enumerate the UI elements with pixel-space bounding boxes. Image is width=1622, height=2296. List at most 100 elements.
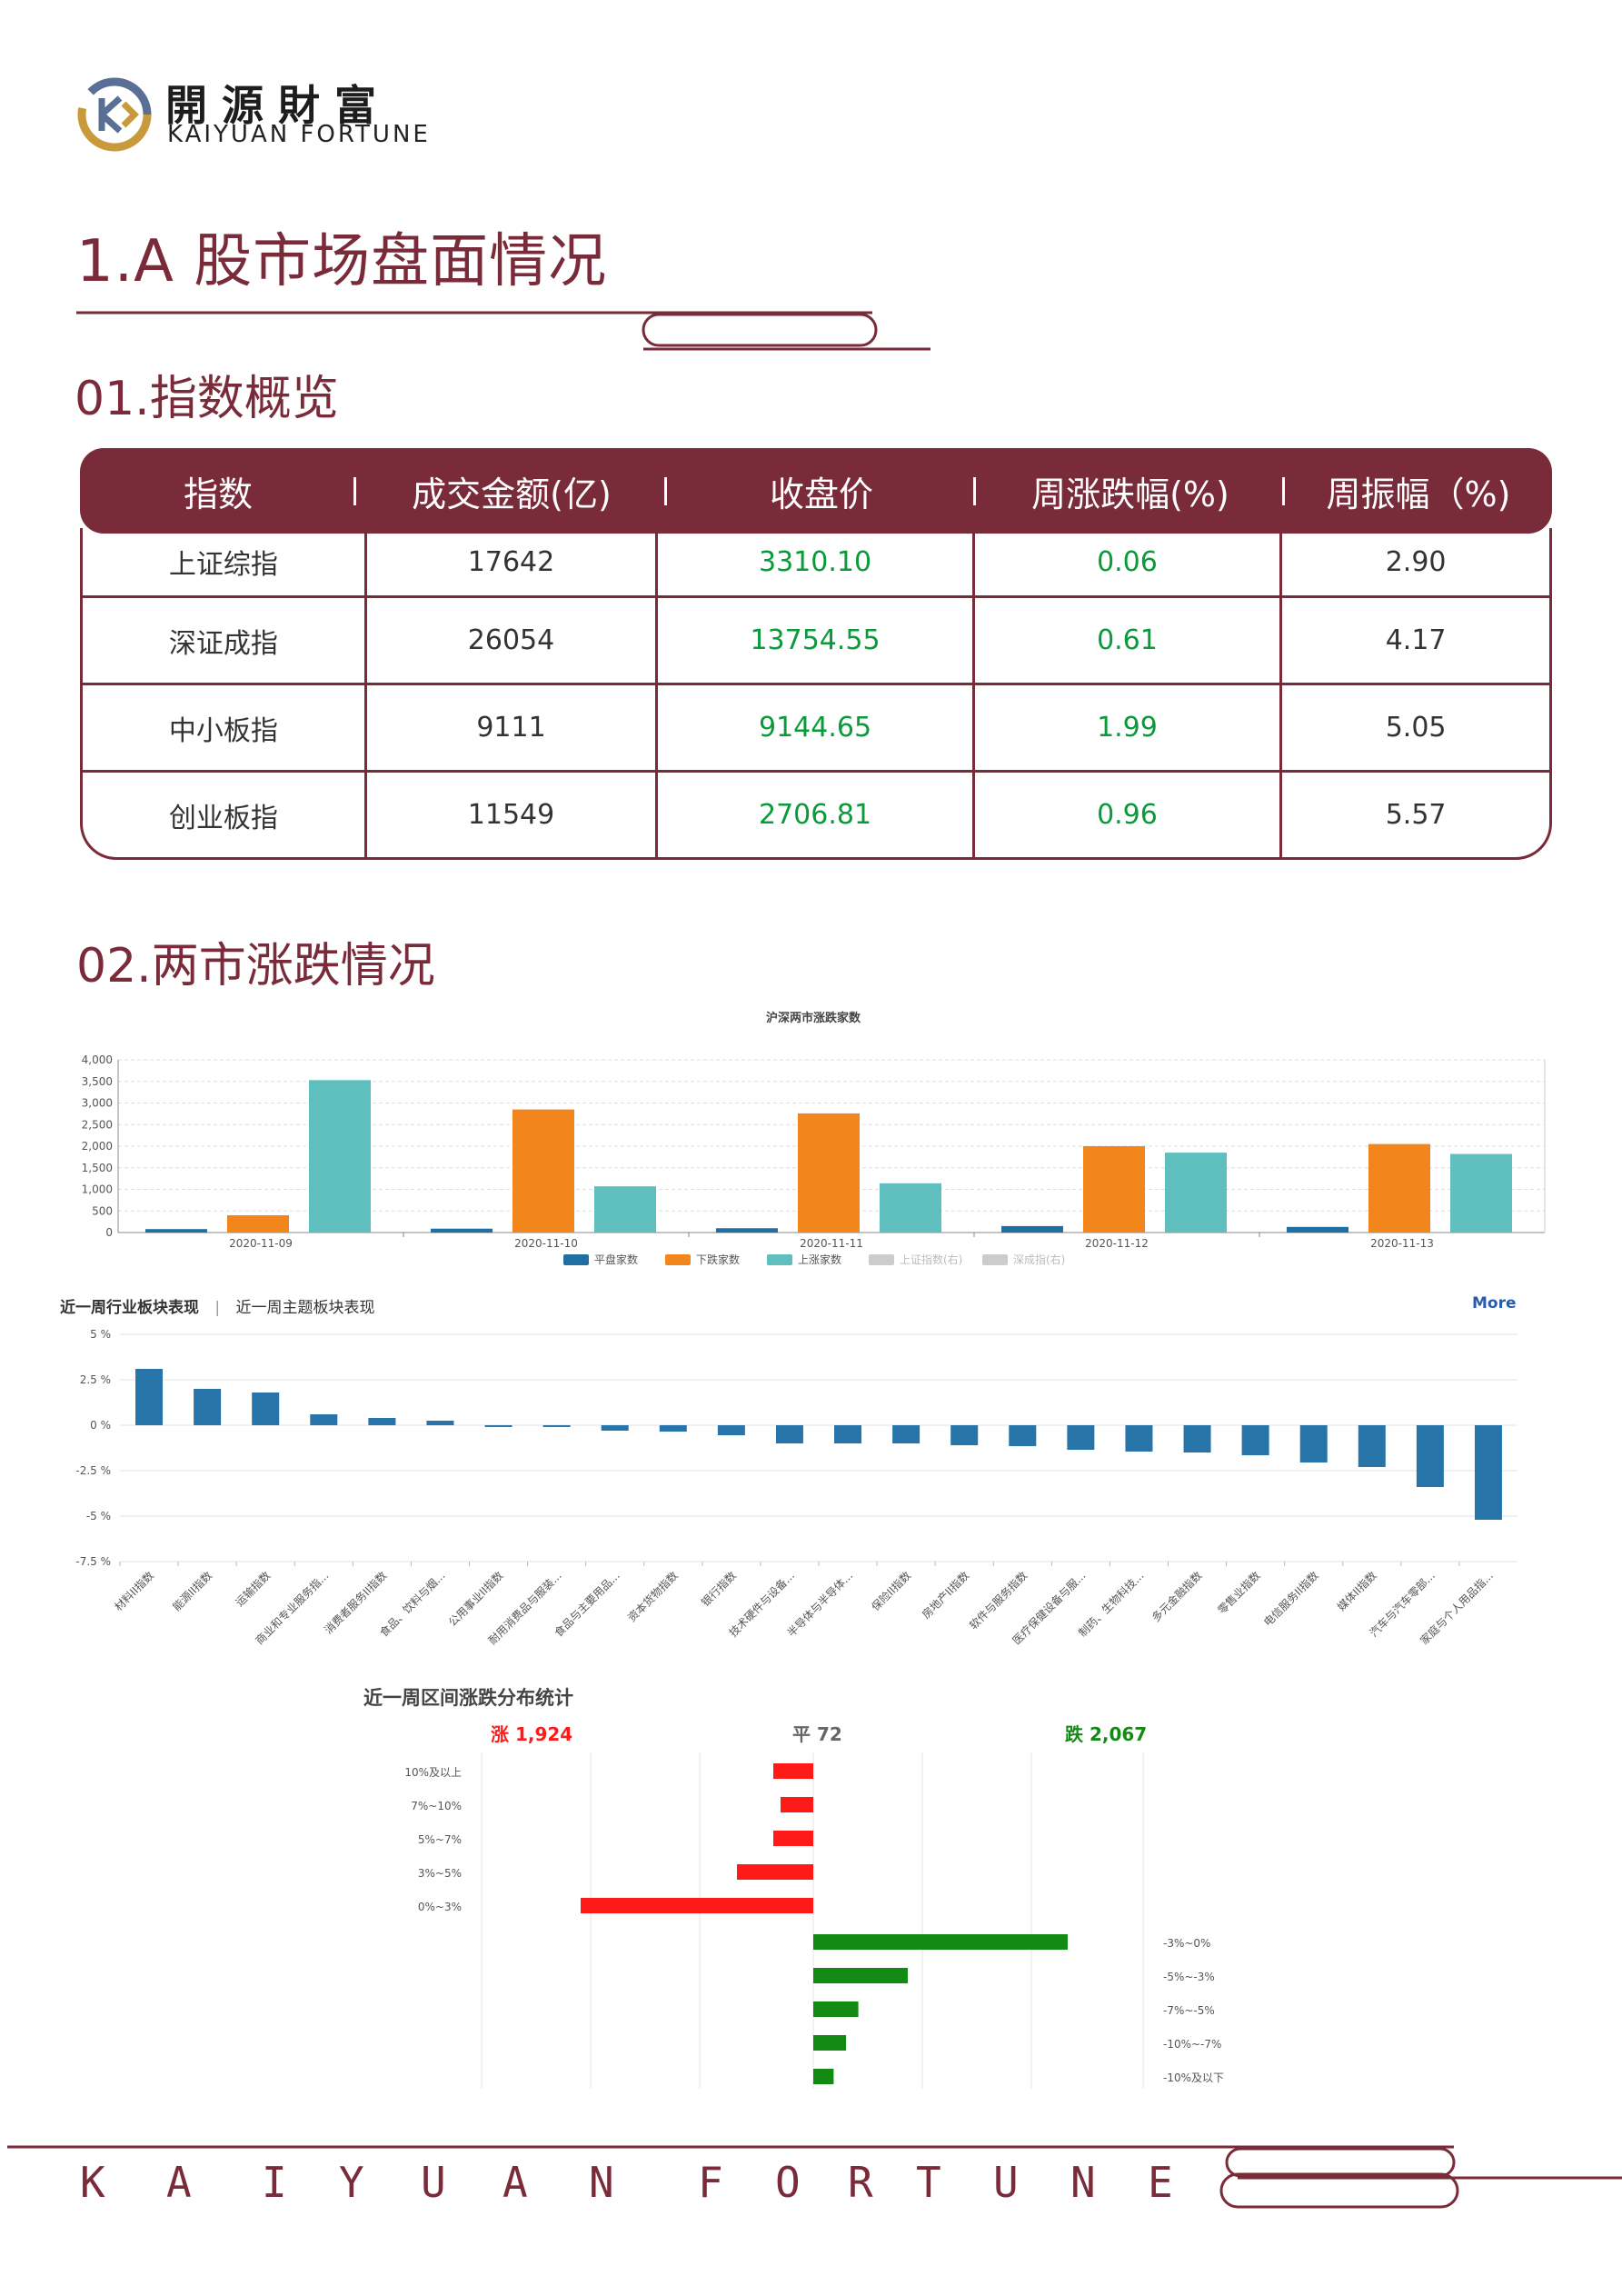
footer-decoration <box>7 2145 1622 2180</box>
section-heading-market-breadth: 02.两市涨跌情况 <box>76 939 435 993</box>
legend-label: 平盘家数 <box>594 1253 638 1266</box>
index-table: 指数 成交金额(亿) 收盘价 周涨跌幅(%) 周振幅（%) 上证综指 17642… <box>80 448 1552 860</box>
tab-theme[interactable]: 近一周主题板块表现 <box>235 1299 375 1317</box>
y-tick-label: 2,000 <box>82 1140 113 1153</box>
cell-weekly-change: 0.61 <box>975 598 1283 683</box>
y-tick-label: 5 % <box>90 1328 111 1341</box>
cell-weekly-amplitude: 5.05 <box>1385 712 1447 744</box>
x-tick-label: 半导体与半导体... <box>785 1569 855 1639</box>
cell-volume: 9111 <box>367 685 659 770</box>
sector-bar <box>950 1425 979 1445</box>
bar-上涨家数 <box>1165 1153 1227 1233</box>
footer-letter: N <box>589 2158 614 2207</box>
bar-平盘家数 <box>1287 1226 1348 1233</box>
x-tick-label: 软件与服务指数 <box>966 1569 1030 1632</box>
x-tick-label: 电信服务II指数 <box>1260 1569 1321 1630</box>
x-tick-label: 资本货物指数 <box>624 1569 681 1625</box>
footer-letter: A <box>503 2158 528 2207</box>
x-tick-label: 公用事业II指数 <box>445 1569 506 1630</box>
header-weekly-change: 周涨跌幅(%) <box>976 466 1285 516</box>
x-tick-label: 多元金融指数 <box>1149 1569 1205 1625</box>
y-tick-label: 500 <box>92 1204 113 1217</box>
footer-letter: I <box>262 2158 287 2207</box>
down-bar <box>813 1968 908 1983</box>
down-bar <box>813 2069 834 2084</box>
footer-letter: F <box>698 2158 723 2207</box>
x-tick-label: 能源II指数 <box>170 1569 215 1614</box>
sector-bar <box>717 1425 745 1435</box>
sector-bar <box>1358 1425 1386 1467</box>
legend-label: 深成指(右) <box>1013 1253 1065 1266</box>
cell-volume: 11549 <box>367 773 659 857</box>
y-tick-label: 1,500 <box>82 1162 113 1174</box>
cell-weekly-amplitude: 4.17 <box>1385 624 1447 656</box>
footer-letter: R <box>848 2158 873 2207</box>
y-tick-label: -7.5 % <box>75 1555 111 1568</box>
sector-bar <box>775 1425 803 1443</box>
cell-index: 上证综指 <box>83 528 367 595</box>
sector-bar <box>542 1425 571 1427</box>
up-category-label: 10%及以上 <box>404 1766 462 1779</box>
footer-letter: Y <box>339 2158 364 2207</box>
footer-letter: T <box>916 2158 941 2207</box>
legend-swatch <box>869 1254 894 1265</box>
bar-上涨家数 <box>1450 1153 1512 1233</box>
y-tick-label: 2.5 % <box>80 1373 111 1386</box>
legend-swatch <box>767 1254 792 1265</box>
y-tick-label: 0 <box>105 1226 113 1239</box>
up-bar <box>773 1831 813 1846</box>
up-category-label: 7%~10% <box>411 1800 462 1812</box>
tab-industry[interactable]: 近一周行业板块表现 <box>60 1299 199 1317</box>
y-tick-label: 4,000 <box>82 1053 113 1066</box>
footer-letter: O <box>775 2158 801 2207</box>
y-tick-label: 1,000 <box>82 1183 113 1196</box>
x-tick-label: 媒体II指数 <box>1334 1569 1379 1614</box>
bar-下跌家数 <box>798 1113 860 1233</box>
cell-volume: 17642 <box>367 528 659 595</box>
more-link[interactable]: More <box>1472 1294 1517 1313</box>
x-tick-label: 材料II指数 <box>112 1569 157 1614</box>
sector-bar <box>601 1425 629 1431</box>
footer-letter: E <box>1148 2158 1173 2207</box>
x-tick-label: 保险II指数 <box>869 1569 914 1614</box>
page-title: 1.A 股市场盘面情况 <box>76 228 608 295</box>
cell-weekly-change: 0.06 <box>975 528 1283 595</box>
sector-bar <box>484 1425 512 1427</box>
bar-下跌家数 <box>512 1109 574 1233</box>
summary-down: 跌 2,067 <box>1065 1723 1148 1745</box>
footer-letter: U <box>993 2158 1019 2207</box>
y-tick-label: 3,500 <box>82 1075 113 1088</box>
cell-close: 3310.10 <box>658 528 975 595</box>
footer-letter: K <box>80 2158 105 2207</box>
sector-performance-chart: 5 % 2.5 % 0 % -2.5 % -5 % -7.5 %材料II指数 能源II指数运… <box>75 1328 1518 1647</box>
sector-bar <box>659 1425 687 1432</box>
x-tick-label: 零售业指数 <box>1215 1569 1263 1617</box>
sector-bar <box>252 1393 280 1425</box>
x-tick-label: 银行指数 <box>698 1569 739 1610</box>
sector-bar <box>1299 1425 1328 1462</box>
legend-swatch <box>563 1254 589 1265</box>
header-close: 收盘价 <box>667 466 976 516</box>
bar-上涨家数 <box>309 1080 371 1233</box>
up-bar <box>773 1763 813 1779</box>
down-bar <box>813 2035 846 2051</box>
cell-close: 13754.55 <box>658 598 975 683</box>
down-category-label: -10%~-7% <box>1163 2038 1221 2051</box>
chart-title: 沪深两市涨跌家数 <box>766 1011 861 1025</box>
sector-bar <box>310 1414 338 1425</box>
sector-bar <box>892 1425 920 1443</box>
down-bar <box>813 1934 1068 1950</box>
sector-bar <box>194 1389 222 1425</box>
table-row: 中小板指 9111 9144.65 1.99 5.05 <box>83 685 1549 773</box>
x-tick-label: 2020-11-13 <box>1370 1237 1434 1250</box>
distribution-chart: 10%及以上 7%~10% 5%~7% 3%~5% 0%~3% -3%~0% -5%~-3%… <box>404 1752 1224 2089</box>
y-tick-label: 0 % <box>90 1419 111 1432</box>
logo-icon <box>77 77 152 152</box>
sector-bar <box>1416 1425 1444 1487</box>
sector-bar <box>1067 1425 1095 1450</box>
down-category-label: -7%~-5% <box>1163 2004 1215 2017</box>
bar-下跌家数 <box>227 1215 289 1233</box>
cell-index: 深证成指 <box>83 598 367 683</box>
up-bar <box>581 1898 813 1913</box>
x-tick-label: 运输指数 <box>233 1569 274 1610</box>
